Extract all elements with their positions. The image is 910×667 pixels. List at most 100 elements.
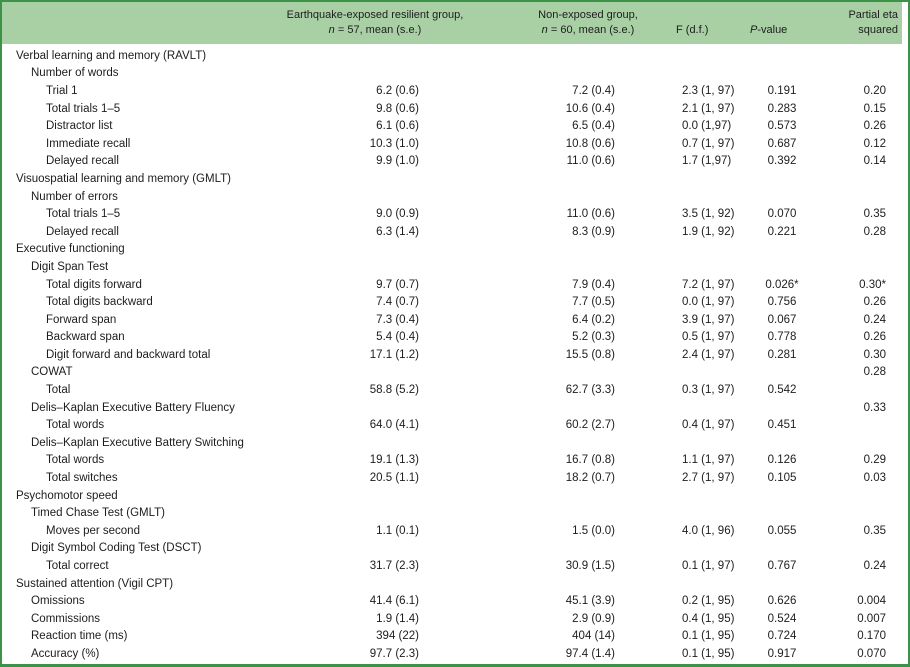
row-label: Sustained attention (Vigil CPT) xyxy=(16,577,174,590)
table-row: Digit forward and backward total 17.1 (1.… xyxy=(2,346,908,364)
group2-mean-value: 45.1 (3.9) xyxy=(565,595,615,608)
table-row: Total 58.8 (5.2) 62.7 (3.3) 0.3 (1, 97) 0.54… xyxy=(2,381,908,399)
p-value: 0.191 xyxy=(767,84,797,97)
header-group2: Non-exposed group, n = 60, mean (s.e.) xyxy=(455,8,721,38)
table-body: Verbal learning and memory (RAVLT) Number… xyxy=(2,44,908,663)
row-label: Immediate recall xyxy=(46,137,131,150)
row-label: Total trials 1–5 xyxy=(46,208,121,221)
row-label: Total switches xyxy=(46,472,118,485)
group1-mean-value: 9.0 (0.9) xyxy=(376,208,419,221)
group2-mean-value: 60.2 (2.7) xyxy=(565,419,615,432)
table-row: Accuracy (%) 97.7 (2.3) 97.4 (1.4) 0.1 (1, … xyxy=(2,645,908,663)
f-statistic-value: 0.1 (1, 97) xyxy=(682,560,735,573)
table-row: Verbal learning and memory (RAVLT) xyxy=(2,47,908,65)
table-row: Distractor list 6.1 (0.6) 6.5 (0.4) 0.0 (1,… xyxy=(2,117,908,135)
group2-mean-value: 7.9 (0.4) xyxy=(572,278,615,291)
group2-mean-value: 30.9 (1.5) xyxy=(565,560,615,573)
group2-mean-value: 7.2 (0.4) xyxy=(572,84,615,97)
table-row: Moves per second 1.1 (0.1) 1.5 (0.0) 4.0 (1… xyxy=(2,522,908,540)
partial-eta-value: 0.15 xyxy=(863,102,886,115)
group2-mean-value: 11.0 (0.6) xyxy=(566,208,615,221)
p-value: 0.026* xyxy=(765,278,799,291)
f-statistic-value: 2.1 (1, 97) xyxy=(682,102,735,115)
header-f-statistic: F (d.f.) xyxy=(676,24,709,36)
partial-eta-value: 0.12 xyxy=(863,137,886,150)
group1-mean-value: 7.4 (0.7) xyxy=(376,296,419,309)
table-row: Total switches 20.5 (1.1) 18.2 (0.7) 2.7 (1… xyxy=(2,469,908,487)
row-label: Distractor list xyxy=(46,120,113,133)
table-row: Total words 64.0 (4.1) 60.2 (2.7) 0.4 (1, 9… xyxy=(2,416,908,434)
row-label: Digit forward and backward total xyxy=(46,348,211,361)
header-group1-line1: Earthquake-exposed resilient group, xyxy=(286,9,464,21)
header-group2-line2: n = 60, mean (s.e.) xyxy=(541,24,635,36)
p-value: 0.917 xyxy=(767,647,797,660)
p-value: 0.281 xyxy=(767,348,797,361)
partial-eta-value: 0.26 xyxy=(863,120,886,133)
partial-eta-value: 0.28 xyxy=(863,225,886,238)
group1-mean-value: 17.1 (1.2) xyxy=(369,348,419,361)
group1-mean-value: 9.9 (1.0) xyxy=(376,155,419,168)
partial-eta-value: 0.28 xyxy=(863,366,886,379)
partial-eta-value: 0.35 xyxy=(863,524,886,537)
group1-mean-value: 31.7 (2.3) xyxy=(369,560,419,573)
group1-mean-value: 6.1 (0.6) xyxy=(376,120,419,133)
table-row: Number of errors xyxy=(2,188,908,206)
f-statistic-value: 1.9 (1, 92) xyxy=(682,225,735,238)
group2-mean-value: 15.5 (0.8) xyxy=(565,348,615,361)
p-value: 0.105 xyxy=(767,472,797,485)
p-value: 0.392 xyxy=(767,155,797,168)
partial-eta-value: 0.33 xyxy=(863,401,886,414)
group1-mean-value: 7.3 (0.4) xyxy=(376,313,419,326)
p-value: 0.524 xyxy=(767,612,797,625)
header-partial-eta: Partial eta squared xyxy=(848,9,898,36)
partial-eta-value: 0.14 xyxy=(863,155,886,168)
table-row: Total digits forward 9.7 (0.7) 7.9 (0.4) 7.… xyxy=(2,276,908,294)
f-statistic-value: 0.7 (1, 97) xyxy=(682,137,735,150)
group2-mean-value: 7.7 (0.5) xyxy=(572,296,615,309)
table-row: Delis–Kaplan Executive Battery Switching xyxy=(2,434,908,452)
group1-mean-value: 64.0 (4.1) xyxy=(369,419,419,432)
group2-mean-value: 6.4 (0.2) xyxy=(572,313,615,326)
p-value: 0.126 xyxy=(767,454,797,467)
partial-eta-value: 0.26 xyxy=(863,296,886,309)
group1-mean-value: 6.3 (1.4) xyxy=(376,225,419,238)
p-value: 0.542 xyxy=(767,384,797,397)
row-label: Visuospatial learning and memory (GMLT) xyxy=(16,172,231,185)
row-label: Delayed recall xyxy=(46,155,119,168)
row-label: Digit Symbol Coding Test (DSCT) xyxy=(31,542,202,555)
group2-mean-value: 5.2 (0.3) xyxy=(572,331,615,344)
f-statistic-value: 0.3 (1, 97) xyxy=(682,384,735,397)
row-label: Trial 1 xyxy=(46,84,78,97)
table-row: Immediate recall 10.3 (1.0) 10.8 (0.6) 0.7 … xyxy=(2,135,908,153)
group1-mean-value: 58.8 (5.2) xyxy=(369,384,419,397)
p-value: 0.767 xyxy=(767,560,797,573)
group1-mean-value: 97.7 (2.3) xyxy=(369,647,419,660)
p-value: 0.573 xyxy=(767,120,797,133)
header-p-value: P-value xyxy=(750,24,788,36)
group2-mean-value: 10.6 (0.4) xyxy=(565,102,615,115)
row-label: Reaction time (ms) xyxy=(31,630,128,643)
table-row: Omissions 41.4 (6.1) 45.1 (3.9) 0.2 (1, 95)… xyxy=(2,592,908,610)
f-statistic-value: 0.4 (1, 97) xyxy=(682,419,735,432)
group1-mean-value: 9.8 (0.6) xyxy=(376,102,419,115)
table-row: Trial 1 6.2 (0.6) 7.2 (0.4) 2.3 (1, 97) 0.19… xyxy=(2,82,908,100)
row-label: Psychomotor speed xyxy=(16,489,118,502)
partial-eta-value: 0.03 xyxy=(863,472,886,485)
table-row: Delis–Kaplan Executive Battery Fluency 0.… xyxy=(2,399,908,417)
table-row: Commissions 1.9 (1.4) 2.9 (0.9) 0.4 (1, 95)… xyxy=(2,610,908,628)
row-label: Delis–Kaplan Executive Battery Fluency xyxy=(31,401,235,414)
table-row: Sustained attention (Vigil CPT) xyxy=(2,575,908,593)
row-label: Verbal learning and memory (RAVLT) xyxy=(16,49,207,62)
partial-eta-value: 0.24 xyxy=(863,313,886,326)
f-statistic-value: 2.7 (1, 97) xyxy=(682,472,735,485)
partial-eta-value: 0.30 xyxy=(863,348,886,361)
partial-eta-value: 0.007 xyxy=(857,612,886,625)
f-statistic-value: 1.1 (1, 97) xyxy=(682,454,735,467)
header-group1: Earthquake-exposed resilient group, n = … xyxy=(245,8,505,38)
p-value: 0.778 xyxy=(767,331,797,344)
partial-eta-value: 0.070 xyxy=(857,647,886,660)
p-value: 0.451 xyxy=(767,419,797,432)
table-row: Forward span 7.3 (0.4) 6.4 (0.2) 3.9 (1, 97… xyxy=(2,311,908,329)
partial-eta-value: 0.26 xyxy=(863,331,886,344)
p-value: 0.626 xyxy=(767,595,797,608)
